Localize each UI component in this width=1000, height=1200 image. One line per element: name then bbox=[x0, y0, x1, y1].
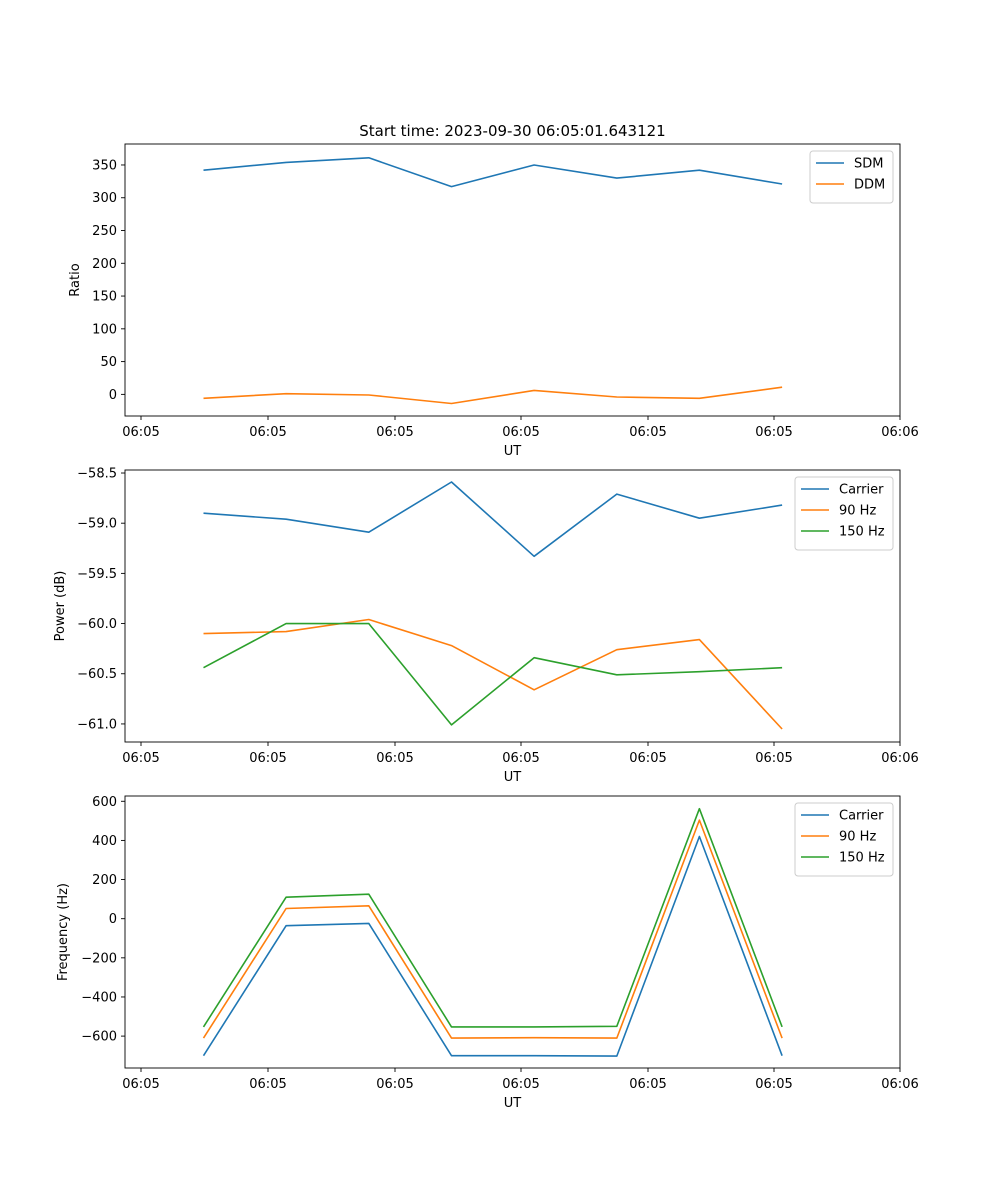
y-tick-label: −200 bbox=[81, 951, 117, 966]
legend-label: DDM bbox=[854, 178, 885, 193]
y-tick-label: 200 bbox=[92, 257, 117, 272]
series-line-carrier bbox=[203, 481, 783, 558]
axes-frame bbox=[124, 143, 901, 417]
x-tick-label: 06:06 bbox=[881, 751, 918, 766]
x-tick-label: 06:05 bbox=[755, 1077, 792, 1092]
x-tick-label: 06:05 bbox=[502, 1077, 539, 1092]
x-tick-label: 06:05 bbox=[629, 425, 666, 440]
y-tick-label: −58.5 bbox=[77, 467, 117, 482]
legend-label: Carrier bbox=[839, 809, 884, 824]
x-tick-label: 06:05 bbox=[376, 751, 413, 766]
subplot-3: 06:05 06:05 06:05 06:05 06:05 06:05 06:06 −600 −… bbox=[56, 795, 919, 1111]
x-tick-label: 06:05 bbox=[502, 751, 539, 766]
y-tick-label: −400 bbox=[81, 990, 117, 1005]
figure-title: Start time: 2023-09-30 06:05:01.643121 bbox=[359, 122, 665, 140]
series-line-ddm bbox=[203, 386, 783, 405]
y-tick-label: 250 bbox=[92, 224, 117, 239]
axes-frame bbox=[124, 795, 901, 1069]
y-tick-label: −59.0 bbox=[77, 517, 117, 532]
x-tick-label: 06:05 bbox=[249, 1077, 286, 1092]
series-line-90-hz bbox=[202, 819, 783, 1039]
legend: Carrier 90 Hz 150 Hz bbox=[794, 802, 894, 877]
x-tick-label: 06:05 bbox=[122, 751, 159, 766]
y-tick-label: 600 bbox=[92, 795, 117, 810]
axes-frame bbox=[124, 469, 901, 743]
y-tick-label: 350 bbox=[92, 158, 117, 173]
series-line-150-hz bbox=[202, 807, 783, 1028]
subplot-2: 06:05 06:05 06:05 06:05 06:05 06:05 06:06 −61.0… bbox=[53, 467, 919, 785]
x-tick-label: 06:05 bbox=[376, 425, 413, 440]
x-tick-label: 06:05 bbox=[629, 751, 666, 766]
x-tick-label: 06:06 bbox=[881, 1077, 918, 1092]
x-tick-label: 06:05 bbox=[122, 1077, 159, 1092]
legend-label: 150 Hz bbox=[839, 851, 885, 866]
series-line-90-hz bbox=[203, 618, 783, 730]
y-tick-label: −60.0 bbox=[77, 617, 117, 632]
y-tick-label: 300 bbox=[92, 191, 117, 206]
x-tick-label: 06:05 bbox=[249, 425, 286, 440]
x-tick-label: 06:05 bbox=[376, 1077, 413, 1092]
x-tick-label: 06:05 bbox=[629, 1077, 666, 1092]
y-axis-label: Ratio bbox=[68, 263, 83, 296]
y-tick-label: 200 bbox=[92, 873, 117, 888]
x-tick-label: 06:06 bbox=[881, 425, 918, 440]
x-tick-label: 06:05 bbox=[122, 425, 159, 440]
y-tick-label: −60.5 bbox=[77, 667, 117, 682]
legend-label: 90 Hz bbox=[839, 504, 876, 519]
y-tick-label: 400 bbox=[92, 834, 117, 849]
x-tick-label: 06:05 bbox=[502, 425, 539, 440]
series-line-150-hz bbox=[203, 622, 783, 726]
series-line-sdm bbox=[203, 157, 783, 188]
series-line-carrier bbox=[202, 835, 783, 1057]
subplot-1: 06:05 06:05 06:05 06:05 06:05 06:05 06:06 0 50 10… bbox=[68, 143, 919, 459]
legend-label: 150 Hz bbox=[839, 525, 885, 540]
y-tick-label: 50 bbox=[100, 355, 117, 370]
y-tick-label: −600 bbox=[81, 1030, 117, 1045]
x-axis-label: UT bbox=[504, 770, 522, 785]
x-axis-label: UT bbox=[504, 444, 522, 459]
y-tick-label: 150 bbox=[92, 290, 117, 305]
x-tick-label: 06:05 bbox=[755, 425, 792, 440]
y-axis-label: Power (dB) bbox=[53, 571, 68, 642]
x-axis-label: UT bbox=[504, 1096, 522, 1111]
y-tick-label: −59.5 bbox=[77, 567, 117, 582]
legend-label: Carrier bbox=[839, 483, 884, 498]
legend: Carrier 90 Hz 150 Hz bbox=[794, 476, 894, 551]
y-axis-label: Frequency (Hz) bbox=[56, 883, 71, 981]
y-tick-label: −61.0 bbox=[77, 717, 117, 732]
legend: SDM DDM bbox=[809, 150, 894, 204]
legend-label: 90 Hz bbox=[839, 830, 876, 845]
y-tick-label: 100 bbox=[92, 322, 117, 337]
x-tick-label: 06:05 bbox=[249, 751, 286, 766]
x-tick-label: 06:05 bbox=[755, 751, 792, 766]
y-tick-label: 0 bbox=[109, 388, 117, 403]
legend-box bbox=[809, 150, 894, 204]
legend-label: SDM bbox=[854, 157, 883, 172]
y-tick-label: 0 bbox=[109, 912, 117, 927]
